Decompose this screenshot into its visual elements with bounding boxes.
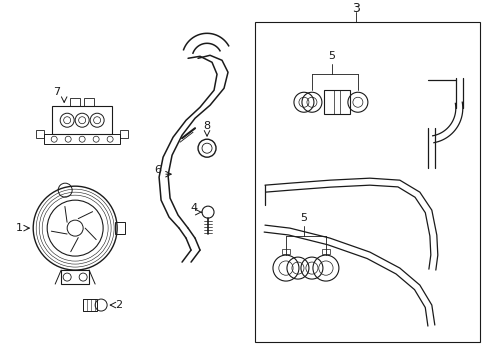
- Text: 4: 4: [190, 203, 197, 213]
- Bar: [282, 249, 289, 254]
- Bar: [83, 299, 97, 311]
- Text: 2: 2: [115, 300, 122, 310]
- Bar: [323, 90, 349, 114]
- Text: 7: 7: [53, 87, 60, 97]
- Bar: [321, 249, 329, 254]
- Bar: [115, 222, 125, 234]
- Text: 5: 5: [328, 51, 335, 61]
- Bar: [70, 98, 80, 106]
- Bar: [61, 270, 89, 284]
- Text: 8: 8: [203, 121, 210, 131]
- Bar: [36, 130, 44, 138]
- Bar: [52, 106, 112, 134]
- Text: 5: 5: [300, 213, 307, 223]
- Text: 1: 1: [16, 223, 22, 233]
- Bar: [44, 134, 120, 144]
- Bar: [84, 98, 94, 106]
- Text: 3: 3: [351, 2, 359, 15]
- Bar: [254, 22, 479, 342]
- Bar: [120, 130, 128, 138]
- Text: 6: 6: [154, 165, 161, 175]
